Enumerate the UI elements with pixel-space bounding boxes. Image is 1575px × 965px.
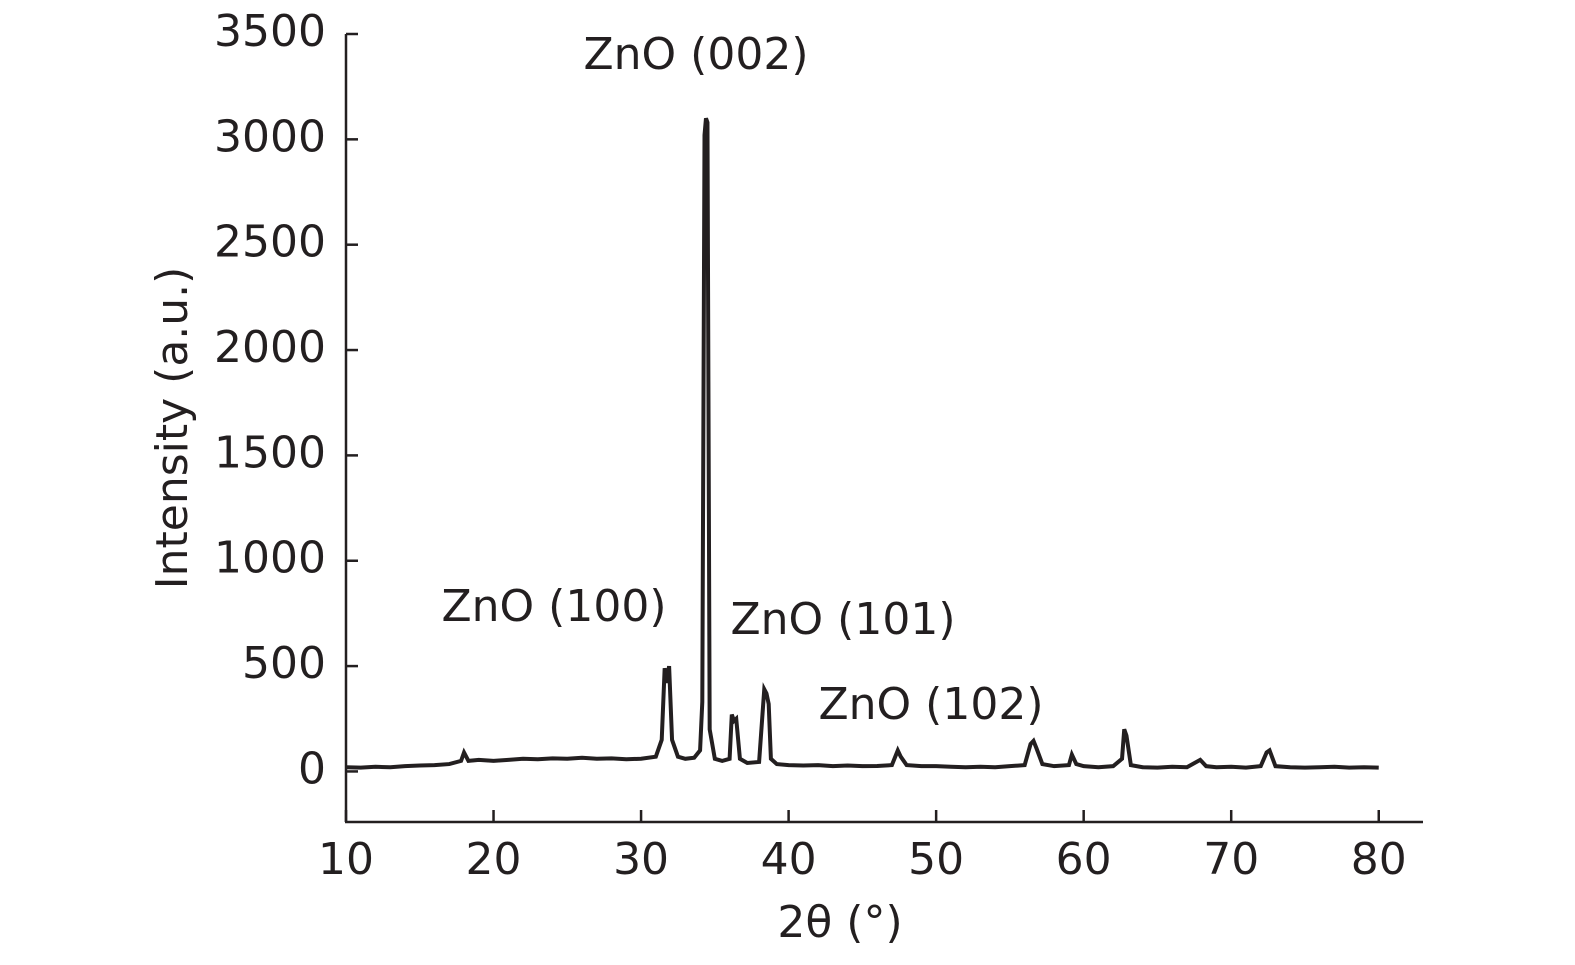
x-tick-label: 20 [466,834,522,885]
y-tick-label: 2000 [214,322,326,373]
x-tick-label: 60 [1056,834,1112,885]
y-tick-label: 3000 [214,111,326,162]
x-tick-label: 10 [318,834,374,885]
y-tick-label: 2500 [214,217,326,268]
data-line [345,117,1379,770]
peak-annotation: ZnO (102) [819,679,1044,730]
x-axis-label: 2θ (°) [777,897,902,948]
y-tick-label: 1500 [214,427,326,478]
peak-annotation: ZnO (100) [442,581,667,632]
y-tick-label: 0 [298,743,326,794]
x-tick-label: 30 [613,834,669,885]
y-tick-label: 500 [242,638,326,689]
x-tick-label: 40 [761,834,817,885]
peak-annotation: ZnO (002) [584,29,809,80]
y-axis-label: Intensity (a.u.) [147,267,198,590]
peak-annotation: ZnO (101) [731,594,956,645]
y-tick-label: 1000 [214,533,326,584]
y-tick-label: 3500 [214,6,326,57]
x-tick-label: 70 [1203,834,1259,885]
x-tick-label: 80 [1351,834,1407,885]
x-tick-label: 50 [908,834,964,885]
